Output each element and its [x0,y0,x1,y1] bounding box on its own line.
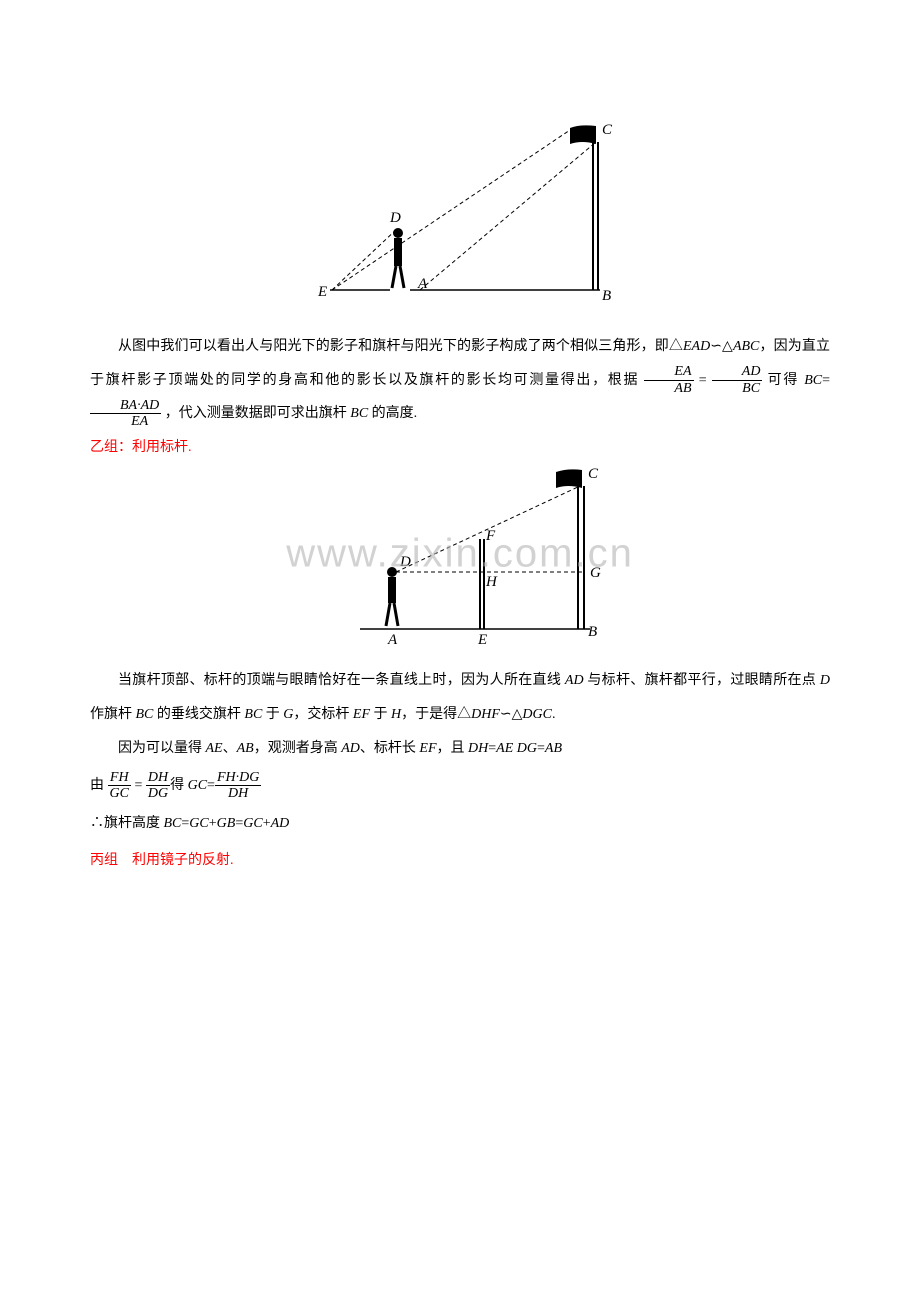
fraction: BA·ADEA [90,398,161,430]
figure2-container: C F D H G A E B www.zixin.com.cn [90,464,830,644]
label-e: E [317,284,327,300]
svg-text:C: C [588,466,599,482]
svg-text:F: F [485,528,496,544]
para-3: 因为可以量得 AE、AB，观测者身高 AD、标杆长 EF，且 DH=AE DG=… [90,732,830,766]
text: 从图中我们可以看出人与阳光下的影子和旗杆与阳光下的影子构成了两个相似三角形，即△ [118,339,683,354]
para-1: 从图中我们可以看出人与阳光下的影子和旗杆与阳光下的影子构成了两个相似三角形，即△… [90,330,830,431]
label-d: D [389,210,401,226]
fraction: ADBC [712,364,763,396]
fraction: FHGC [108,770,131,802]
text: 的高度. [368,406,417,421]
text: 可得 [762,373,804,388]
svg-text:B: B [588,624,597,640]
fraction: EAAB [644,364,693,396]
svg-text:G: G [590,565,601,581]
fraction: DHDG [146,770,170,802]
figure-shadow-method: C D E A B [300,120,620,310]
sym: EAD [683,339,710,354]
para-5: ∴旗杆高度 BC=GC+GB=GC+AD [90,807,830,841]
para-4: 由 FHGC = DHDG得 GC=FH·DGDH [90,769,830,803]
sym: BC [804,373,822,388]
sym: ABC [733,339,759,354]
group3-title: 丙组 利用镜子的反射. [90,844,830,878]
text: = [822,373,830,388]
svg-text:A: A [387,632,398,644]
para-2: 当旗杆顶部、标杆的顶端与眼睛恰好在一条直线上时，因为人所在直线 AD 与标杆、旗… [90,664,830,731]
label-c: C [602,122,613,138]
svg-text:D: D [399,554,411,570]
figure-pole-method: C F D H G A E B [300,464,620,644]
text: = [694,373,712,388]
text: ，代入测量数据即可求出旗杆 [161,406,350,421]
text: ∽△ [710,339,733,354]
svg-text:E: E [477,632,487,644]
fraction: FH·DGDH [215,770,261,802]
svg-text:H: H [485,574,498,590]
label-b: B [602,288,611,304]
label-a: A [417,276,428,292]
group2-title: 乙组：利用标杆. [90,431,830,465]
sym: BC [350,406,368,421]
